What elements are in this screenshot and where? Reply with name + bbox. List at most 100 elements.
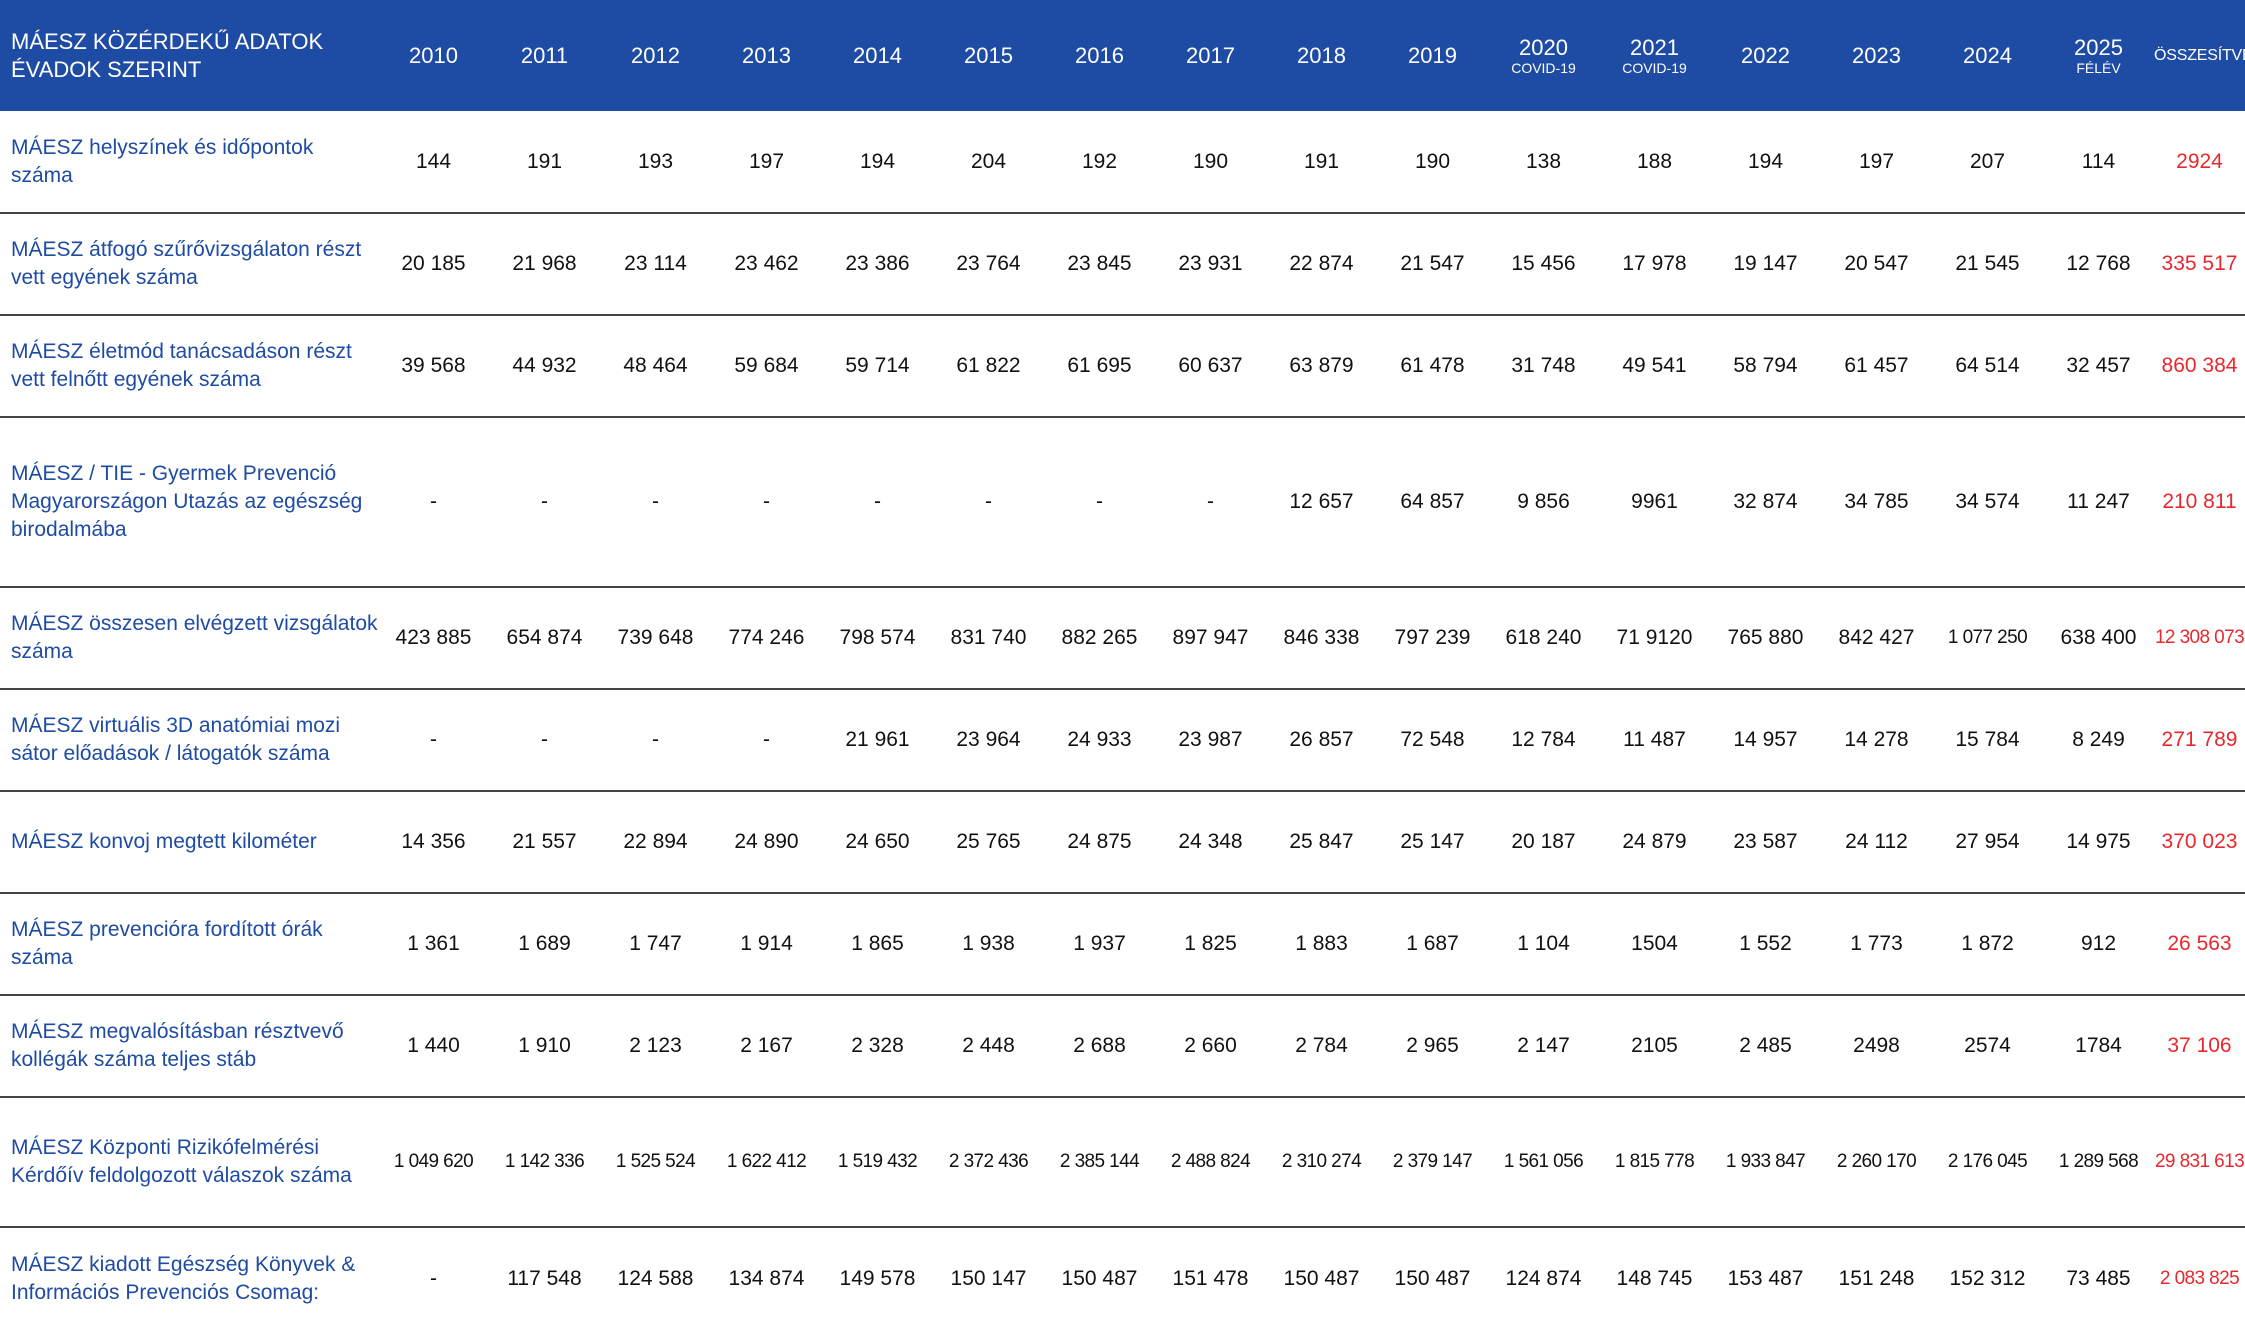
data-cell: 1 747 — [600, 893, 711, 996]
data-cell: 423 885 — [378, 587, 489, 690]
data-cell: 21 961 — [822, 689, 933, 792]
data-cell: 1 914 — [711, 893, 822, 996]
data-cell: 34 574 — [1932, 417, 2043, 588]
year-label: 2025 — [2074, 34, 2123, 60]
data-cell: 153 487 — [1727, 1266, 1804, 1290]
row-label: MÁESZ Központi Rizikófelmérési Kérdőív f… — [0, 1097, 378, 1228]
row-total: 2 083 825 — [2159, 1267, 2240, 1289]
row-label: MÁESZ átfogó szűrővizsgálaton részt vett… — [0, 213, 378, 316]
data-cell: 24 348 — [1155, 791, 1266, 894]
data-cell: 191 — [489, 111, 600, 214]
table-row: MÁESZ összesen elvégzett vizsgálatok szá… — [0, 587, 2245, 690]
table-body: MÁESZ helyszínek és időpontok száma 144 19… — [0, 111, 2245, 1329]
row-total: 370 023 — [2154, 791, 2245, 894]
data-cell: 150 147 — [950, 1266, 1027, 1290]
data-cell: 12 784 — [1488, 689, 1599, 792]
data-cell: 2 328 — [822, 995, 933, 1098]
data-cell: 1 883 — [1266, 893, 1377, 996]
data-cell: 49 541 — [1599, 315, 1710, 418]
data-cell: 14 278 — [1821, 689, 1932, 792]
data-cell: - — [430, 1266, 437, 1290]
row-total: 37 106 — [2154, 995, 2245, 1098]
data-cell: 23 114 — [600, 213, 711, 316]
data-cell: 2 372 436 — [933, 1097, 1044, 1228]
year-header: 2011 — [489, 0, 600, 111]
table-row: MÁESZ kiadott Egészség Könyvek & Informá… — [0, 1227, 2245, 1329]
row-label: MÁESZ konvoj megtett kilométer — [0, 791, 378, 894]
year-label: 2010 — [409, 42, 458, 68]
row-total: 29 831 613 — [2154, 1097, 2245, 1228]
data-cell: 2 485 — [1710, 995, 1821, 1098]
data-cell: 798 574 — [822, 587, 933, 690]
year-header: 2024 — [1932, 0, 2043, 111]
data-cell: 1 687 — [1377, 893, 1488, 996]
data-cell: 194 — [1710, 111, 1821, 214]
data-cell: 1784 — [2043, 995, 2154, 1098]
data-cell: 15 456 — [1488, 213, 1599, 316]
data-cell: 2498 — [1821, 995, 1932, 1098]
data-cell: 24 112 — [1821, 791, 1932, 894]
data-cell: 2 965 — [1377, 995, 1488, 1098]
data-cell: 638 400 — [2043, 587, 2154, 690]
data-cell: 190 — [1155, 111, 1266, 214]
year-header: 2017 — [1155, 0, 1266, 111]
table-row: MÁESZ virtuális 3D anatómiai mozi sátor … — [0, 689, 2245, 792]
year-label: 2022 — [1741, 42, 1790, 68]
table-row: MÁESZ prevencióra fordított órák száma 1 … — [0, 893, 2245, 996]
year-header: 2013 — [711, 0, 822, 111]
data-cell: 2 688 — [1044, 995, 1155, 1098]
data-cell: 831 740 — [933, 587, 1044, 690]
data-cell: - — [489, 417, 600, 588]
data-cell: 1 440 — [378, 995, 489, 1098]
data-cell: 63 879 — [1266, 315, 1377, 418]
row-label: MÁESZ megvalósításban résztvevő kollégák… — [0, 995, 378, 1098]
data-cell: 72 548 — [1377, 689, 1488, 792]
data-cell: 61 822 — [933, 315, 1044, 418]
data-cell: 1 933 847 — [1710, 1097, 1821, 1228]
data-cell: 1 865 — [822, 893, 933, 996]
data-cell: 150 487 — [1283, 1266, 1360, 1290]
data-cell: 22 874 — [1266, 213, 1377, 316]
data-cell: 1 872 — [1932, 893, 2043, 996]
data-cell: - — [933, 417, 1044, 588]
data-cell: 24 875 — [1044, 791, 1155, 894]
year-label: 2018 — [1297, 42, 1346, 68]
data-cell: 27 954 — [1932, 791, 2043, 894]
data-cell: 24 879 — [1599, 791, 1710, 894]
table-header-row: MÁESZ KÖZÉRDEKŰ ADATOK ÉVADOK SZERINT 20… — [0, 0, 2245, 111]
data-cell: 21 547 — [1377, 213, 1488, 316]
year-label: 2013 — [742, 42, 791, 68]
year-label: 2012 — [631, 42, 680, 68]
data-cell: 739 648 — [600, 587, 711, 690]
data-cell: - — [378, 689, 489, 792]
data-cell: 1 689 — [489, 893, 600, 996]
data-cell: 2 260 170 — [1821, 1097, 1932, 1228]
data-cell: 2 176 045 — [1932, 1097, 2043, 1228]
data-cell: 23 764 — [933, 213, 1044, 316]
data-cell: 9961 — [1599, 417, 1710, 588]
data-cell: 15 784 — [1932, 689, 2043, 792]
data-cell: 2 488 824 — [1155, 1097, 1266, 1228]
data-cell: 2574 — [1932, 995, 2043, 1098]
row-total: 860 384 — [2154, 315, 2245, 418]
row-total: 12 308 073 — [2154, 587, 2245, 690]
year-label: 2017 — [1186, 42, 1235, 68]
data-cell: 188 — [1599, 111, 1710, 214]
table-row: MÁESZ konvoj megtett kilométer 14 356 21 5… — [0, 791, 2245, 894]
data-cell: 1 910 — [489, 995, 600, 1098]
table-row: MÁESZ megvalósításban résztvevő kollégák… — [0, 995, 2245, 1098]
data-cell: - — [1155, 417, 1266, 588]
year-label: 2023 — [1852, 42, 1901, 68]
data-cell: 34 785 — [1821, 417, 1932, 588]
data-cell: 23 987 — [1155, 689, 1266, 792]
data-cell: 204 — [933, 111, 1044, 214]
data-cell: 124 874 — [1505, 1266, 1582, 1290]
data-cell: 117 548 — [507, 1266, 582, 1290]
data-cell: 150 487 — [1394, 1266, 1471, 1290]
total-header: ÖSSZESÍTVE — [2154, 0, 2245, 111]
data-cell: 191 — [1266, 111, 1377, 214]
data-cell: 21 557 — [489, 791, 600, 894]
data-cell: 797 239 — [1377, 587, 1488, 690]
data-cell: 20 187 — [1488, 791, 1599, 894]
data-cell: 1 519 432 — [822, 1097, 933, 1228]
